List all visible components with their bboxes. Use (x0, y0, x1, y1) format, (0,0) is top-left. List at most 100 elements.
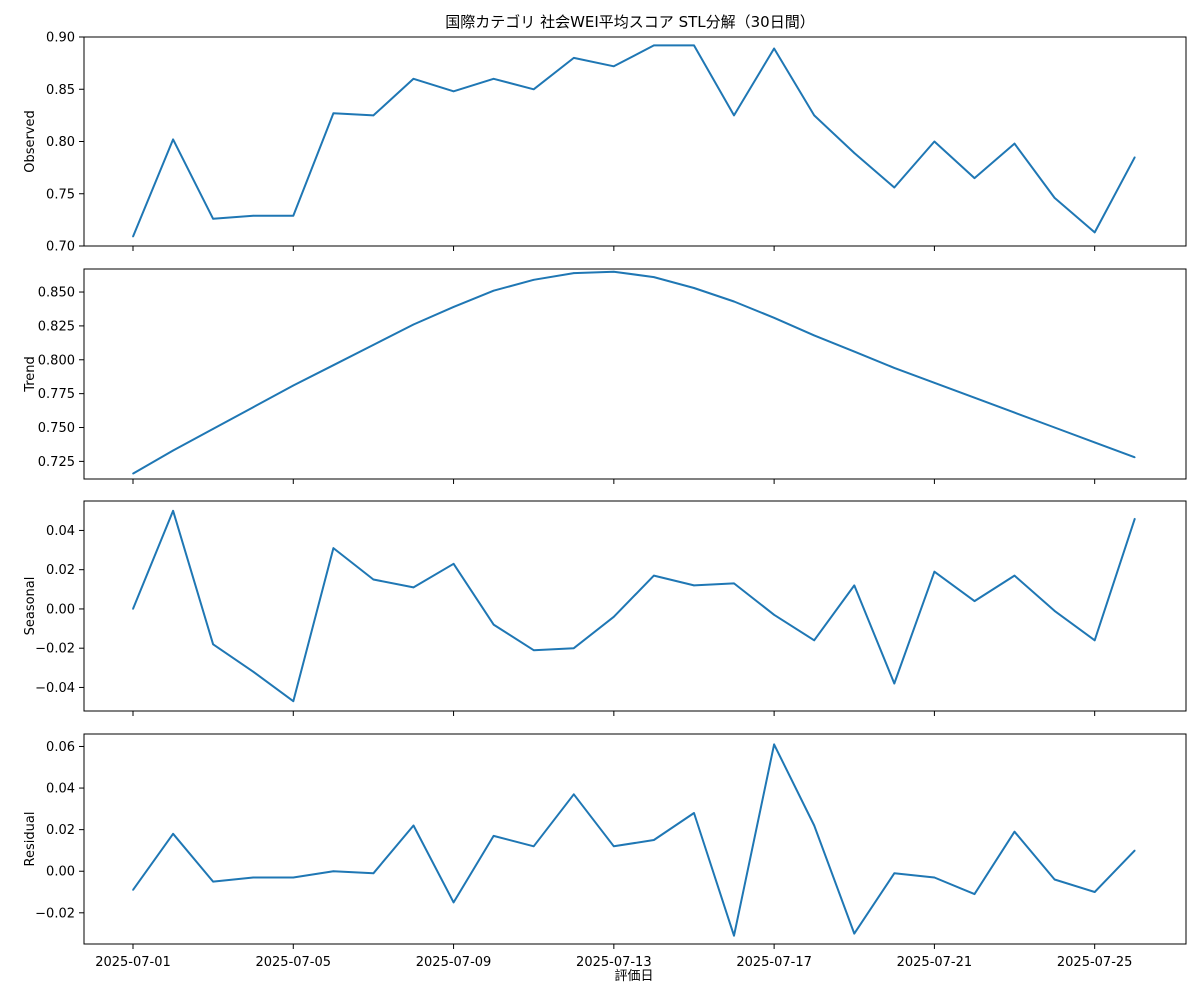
data-point (973, 177, 976, 179)
data-point (252, 876, 255, 879)
data-point (733, 582, 735, 585)
series-line-residual (132, 743, 1136, 937)
data-point (412, 78, 415, 80)
data-point (1013, 142, 1016, 145)
data-point (853, 584, 856, 587)
panel-frame (83, 733, 1187, 945)
data-point (292, 214, 295, 217)
series-line-observed (132, 44, 1136, 237)
x-tick-label: 2025-07-21 (897, 955, 973, 970)
y-axis-label: Residual (23, 812, 38, 867)
y-tick-label: 0.90 (46, 31, 75, 46)
data-point (893, 186, 896, 189)
data-point (973, 600, 976, 602)
data-point (1013, 411, 1016, 414)
panel-seasonal: −0.04 −0.02 0.00 0.02 0.04 Seasonal (23, 500, 1187, 716)
data-point (132, 889, 134, 891)
panel-observed: 0.70 0.75 0.80 0.85 0.90 Observed (23, 31, 1187, 255)
data-point (252, 406, 255, 408)
y-axis-label: Observed (23, 110, 38, 173)
data-point (813, 334, 815, 337)
y-tick-label: 0.00 (46, 602, 75, 617)
data-point (1013, 830, 1016, 833)
data-point (132, 235, 134, 238)
y-tick-label: 0.06 (46, 740, 75, 755)
data-point (773, 316, 775, 319)
data-point (572, 793, 575, 796)
y-tick-label: −0.04 (35, 681, 75, 696)
panel-trend: 0.725 0.750 0.775 0.800 0.825 0.850 Trend (23, 268, 1187, 484)
y-tick-label: 0.85 (46, 83, 75, 98)
data-point (973, 396, 976, 399)
data-point (492, 623, 495, 626)
y-tick-label: 0.825 (38, 319, 75, 334)
data-point (372, 578, 375, 581)
panels: 0.700.750.800.850.90Observed0.7250.7500.… (23, 31, 1187, 970)
data-point (292, 876, 295, 879)
data-point (132, 608, 134, 610)
data-point (973, 893, 976, 895)
series-line-seasonal (132, 509, 1136, 703)
data-point (212, 880, 214, 883)
data-point (933, 382, 936, 384)
data-point (332, 547, 335, 549)
x-tick-label: 2025-07-01 (95, 955, 171, 970)
data-point (773, 47, 775, 50)
y-tick-label: 0.775 (38, 387, 75, 402)
data-point (1133, 849, 1136, 852)
data-point (653, 44, 655, 47)
data-point (572, 57, 575, 59)
y-tick-label: 0.850 (38, 286, 75, 301)
data-point (773, 614, 775, 616)
data-point (1053, 610, 1056, 612)
data-point (332, 112, 335, 115)
data-point (773, 743, 775, 746)
data-point (212, 428, 214, 430)
data-point (1053, 197, 1056, 199)
data-point (412, 586, 415, 589)
data-point (172, 449, 174, 452)
data-point (252, 214, 255, 217)
y-axis-label: Trend (23, 356, 38, 393)
data-point (1133, 156, 1136, 158)
data-point (693, 584, 695, 587)
data-point (653, 276, 655, 278)
x-axis-label: 評価日 (614, 969, 653, 984)
data-point (853, 152, 856, 154)
data-point (893, 872, 896, 875)
data-point (572, 272, 575, 274)
data-point (292, 384, 295, 387)
panel-frame (83, 268, 1187, 480)
x-tick-label: 2025-07-13 (576, 955, 652, 970)
data-point (332, 364, 335, 366)
data-point (853, 932, 856, 935)
data-point (613, 615, 615, 618)
chart-title: 国際カテゴリ 社会WEI平均スコア STL分解（30日間） (445, 13, 814, 31)
data-point (733, 114, 735, 117)
data-point (372, 114, 375, 117)
x-tick-label: 2025-07-05 (255, 955, 331, 970)
panel-frame (83, 500, 1187, 712)
data-point (1133, 456, 1136, 459)
x-tick-label: 2025-07-09 (416, 955, 492, 970)
data-point (252, 670, 255, 673)
data-point (492, 835, 495, 837)
data-point (693, 44, 695, 47)
x-tick-label: 2025-07-17 (736, 955, 812, 970)
y-tick-label: 0.04 (46, 524, 75, 539)
data-point (532, 88, 535, 91)
y-tick-label: 0.00 (46, 865, 75, 880)
panel-residual: −0.02 0.00 0.02 0.04 0.06 2025-07-01 2025-07-0… (23, 733, 1187, 970)
data-point (372, 344, 375, 346)
data-point (332, 870, 335, 873)
y-tick-label: 0.75 (46, 187, 75, 202)
data-point (412, 323, 415, 326)
y-tick-label: 0.750 (38, 421, 75, 436)
y-tick-label: 0.80 (46, 135, 75, 150)
data-point (1053, 878, 1056, 881)
data-point (572, 647, 575, 649)
y-axis-label: Seasonal (23, 577, 38, 636)
data-point (532, 649, 535, 651)
